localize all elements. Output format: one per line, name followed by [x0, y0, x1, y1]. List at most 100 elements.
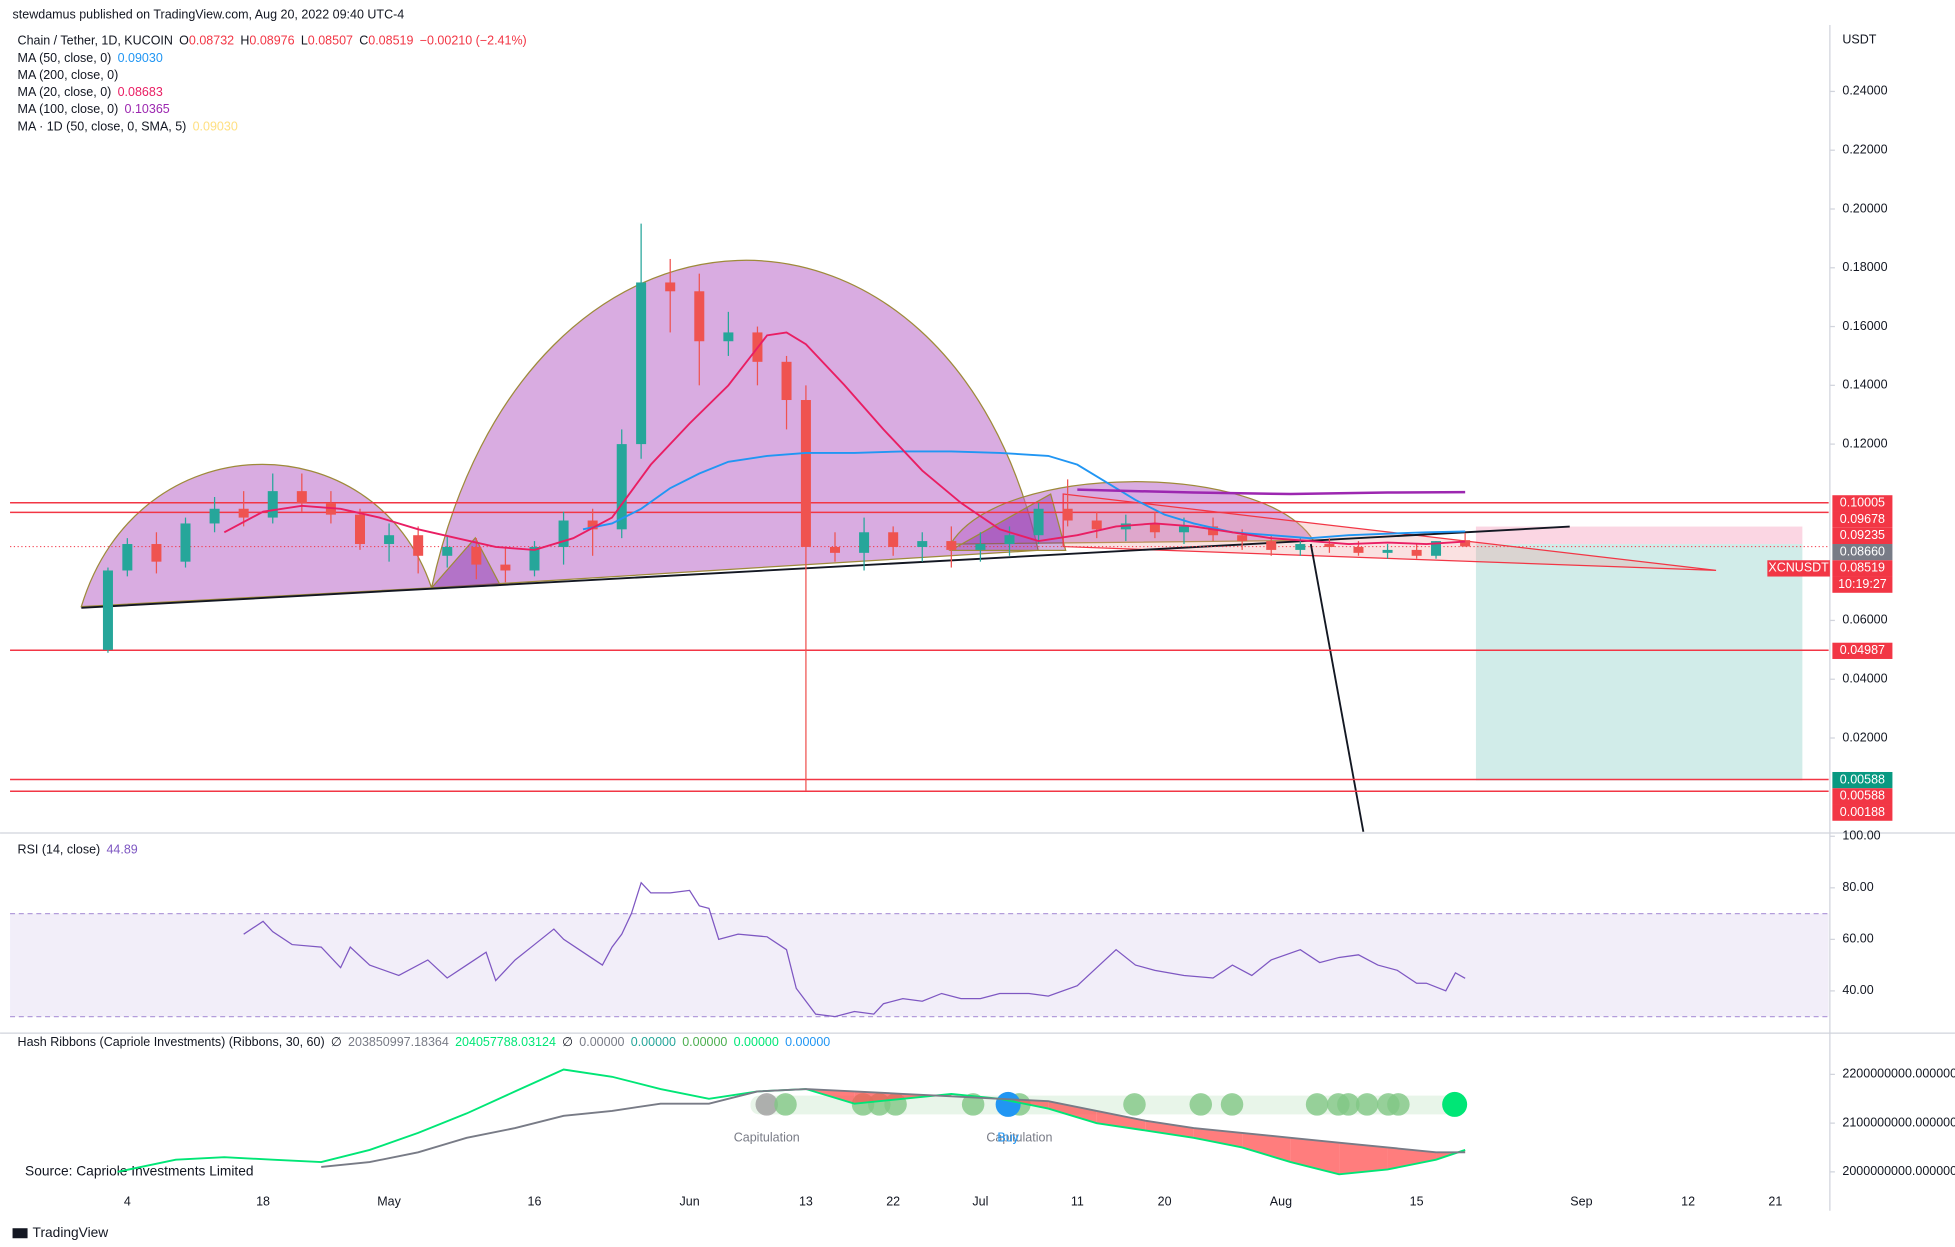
- y-tick-label: 2200000000.000000: [1842, 1067, 1955, 1081]
- head: [430, 259, 1039, 589]
- indicator-name: MA (200, close, 0): [18, 68, 119, 82]
- price-label: 0.09235: [1840, 528, 1885, 542]
- signal-dot: [1387, 1093, 1410, 1116]
- candle-body: [859, 532, 870, 553]
- candle-body: [413, 535, 424, 556]
- candle-body: [529, 546, 540, 571]
- candle-body: [781, 361, 792, 401]
- candle-body: [296, 491, 307, 503]
- candle-body: [1208, 526, 1219, 536]
- x-tick-label: 12: [1681, 1194, 1695, 1208]
- candle-body: [829, 546, 841, 553]
- readout: 0.00000: [631, 1035, 676, 1049]
- ohlc-name: L: [301, 34, 308, 48]
- candle-body: [1266, 541, 1277, 550]
- ribbon-line: [321, 1088, 1466, 1168]
- signal-dot: [1305, 1093, 1329, 1116]
- candle-body: [1062, 508, 1073, 521]
- x-tick-label: 18: [256, 1194, 270, 1208]
- signal-band: [750, 1095, 1464, 1115]
- price-label: 0.00588: [1840, 772, 1885, 786]
- left-shoulder: [80, 463, 433, 608]
- legend-symbol: Chain / Tether, 1D, KUCOIN: [18, 34, 173, 48]
- countdown-label: 10:19:27: [1838, 577, 1887, 591]
- price-label: 0.04987: [1840, 643, 1885, 657]
- x-tick-label: May: [377, 1194, 401, 1208]
- x-tick-label: 16: [528, 1194, 542, 1208]
- change: −0.00210 (−2.41%): [420, 34, 527, 48]
- price-label-box: [1832, 544, 1893, 561]
- indicator-value: 0.10365: [125, 102, 170, 116]
- candle-body: [354, 514, 365, 545]
- x-tick-label: 20: [1158, 1194, 1172, 1208]
- readout: 204057788.03124: [455, 1035, 556, 1049]
- y-tick-label: 0.12000: [1842, 436, 1887, 450]
- annotation: Capitulation: [986, 1130, 1052, 1144]
- ohlc-name: H: [240, 34, 249, 48]
- x-tick-label: 4: [124, 1194, 131, 1208]
- candle-body: [238, 508, 249, 518]
- candle-body: [1033, 508, 1044, 536]
- signal-dot: [1220, 1093, 1244, 1116]
- readout: 0.00000: [734, 1035, 779, 1049]
- y-tick-label: 0.20000: [1842, 201, 1887, 215]
- x-tick-label: Aug: [1270, 1194, 1292, 1208]
- y-tick-label: 2000000000.000000: [1842, 1164, 1955, 1178]
- ribbon-fill: [1339, 1142, 1388, 1175]
- signal-dot: [1123, 1093, 1146, 1116]
- x-tick-label: 22: [886, 1194, 900, 1208]
- price-label: 0.08519: [1840, 561, 1885, 575]
- y-tick-label: 0.16000: [1842, 319, 1887, 333]
- candle-body: [975, 544, 986, 550]
- indicator-legend: Hash Ribbons (Capriole Investments) (Rib…: [18, 1035, 831, 1049]
- candle-body: [102, 570, 113, 650]
- indicator-name: MA (20, close, 0): [18, 85, 112, 99]
- candle-body: [946, 541, 957, 550]
- moving-average: [223, 331, 1466, 551]
- indicator-value: 0.09030: [193, 120, 238, 134]
- annotation: Capitulation: [734, 1130, 800, 1144]
- candle-body: [442, 546, 453, 556]
- candle-body: [800, 400, 811, 547]
- indicator-legend: RSI (14, close) 44.89: [18, 843, 138, 857]
- readout: 0.00000: [682, 1035, 727, 1049]
- indicator-name: RSI (14, close): [18, 843, 101, 857]
- candle-body: [1431, 541, 1442, 556]
- candle-body: [694, 291, 705, 342]
- candle-body: [500, 564, 511, 571]
- signal-dot: [961, 1093, 985, 1116]
- stop-zone: [1475, 526, 1803, 545]
- candle-body: [665, 282, 676, 292]
- readout: 0.00000: [785, 1035, 830, 1049]
- readout: ∅: [331, 1035, 342, 1049]
- price-label: 0.00188: [1840, 805, 1885, 819]
- ohlc-name: C: [359, 34, 368, 48]
- candle-body: [888, 532, 899, 547]
- candle-body: [1411, 549, 1422, 556]
- legend-title: Chain / Tether, 1D, KUCOIN O0.08732 H0.089…: [18, 34, 527, 48]
- moving-average: [582, 450, 1466, 540]
- price-label: 0.00588: [1840, 789, 1885, 803]
- y-tick-label: 40.00: [1842, 983, 1873, 997]
- ribbon-fill: [1387, 1147, 1437, 1170]
- candle-body: [1382, 549, 1393, 553]
- rsi-band: [10, 913, 1829, 1017]
- candle-body: [1091, 520, 1102, 530]
- rsi-line: [243, 881, 1466, 1018]
- indicator-value: 0.08683: [118, 85, 163, 99]
- candle-body: [558, 520, 569, 547]
- y-tick-label: 0.22000: [1842, 143, 1887, 157]
- indicator-value: 0.09030: [118, 51, 163, 65]
- price-label-box: [1832, 511, 1893, 528]
- indicator-name: MA (100, close, 0): [18, 102, 119, 116]
- candle-body: [384, 535, 395, 545]
- x-tick-label: 11: [1071, 1194, 1084, 1208]
- price-label: 0.08660: [1840, 544, 1885, 558]
- y-tick-label: 0.14000: [1842, 378, 1887, 392]
- signal-dot: [755, 1093, 779, 1116]
- candle-body: [267, 491, 278, 518]
- ohlc-value: 0.08976: [249, 34, 294, 48]
- candle-body: [1237, 535, 1248, 542]
